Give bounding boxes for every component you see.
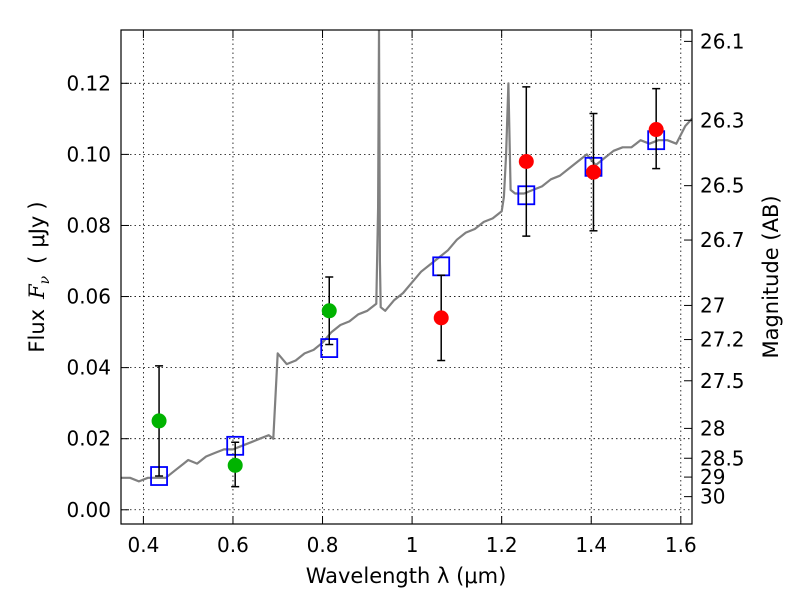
x-tick-label: 1.2 xyxy=(486,533,518,557)
x-tick-label: 0.6 xyxy=(217,533,249,557)
right-tick-label: 27.5 xyxy=(700,369,745,393)
observed-flux-point xyxy=(433,310,449,326)
y-tick-label: 0.02 xyxy=(66,427,111,451)
y-tick-label: 0.08 xyxy=(66,213,111,237)
x-tick-label: 1.6 xyxy=(665,533,697,557)
observed-flux-point xyxy=(227,457,243,473)
right-tick-label: 30 xyxy=(700,485,725,509)
right-tick-label: 28 xyxy=(700,416,725,440)
spectrum-line xyxy=(121,30,692,483)
y-tick-label: 0.10 xyxy=(66,142,111,166)
right-tick-label: 27.2 xyxy=(700,328,745,352)
y-axis-label: FluxFν(μJy) xyxy=(25,201,53,352)
x-tick-label: 1 xyxy=(406,533,419,557)
plot-frame xyxy=(120,29,693,525)
observed-flux-point xyxy=(151,413,167,429)
observed-flux-point xyxy=(321,303,337,319)
y-tick-label: 0.06 xyxy=(66,285,111,309)
right-tick-label: 26.5 xyxy=(700,174,745,198)
right-axis-label: Magnitude (AB) xyxy=(759,195,783,358)
observed-flux-point xyxy=(648,122,664,138)
plot-area xyxy=(121,30,692,488)
x-tick-label: 0.8 xyxy=(307,533,339,557)
x-tick-label: 1.4 xyxy=(575,533,607,557)
y-tick-label: 0.12 xyxy=(66,71,111,95)
right-tick-label: 29 xyxy=(700,465,725,489)
grid-lines xyxy=(121,30,692,524)
observed-flux-point xyxy=(585,164,601,180)
observed-flux-point xyxy=(518,153,534,169)
right-tick-label: 26.1 xyxy=(700,29,745,53)
right-tick-label: 28.5 xyxy=(700,446,745,470)
x-axis-label: Wavelength λ (μm) xyxy=(306,564,507,588)
x-tick-label: 0.4 xyxy=(127,533,159,557)
right-tick-label: 26.7 xyxy=(700,228,745,252)
axis-ticks: 0.4 0.6 0.8 1 1.2 1.4 1.6 0.00 0.02 0.04 0.06 0.08 0… xyxy=(66,29,744,557)
right-tick-label: 26.3 xyxy=(700,108,745,132)
y-tick-label: 0.04 xyxy=(66,356,111,380)
right-tick-label: 27 xyxy=(700,293,725,317)
y-tick-label: 0.00 xyxy=(66,498,111,522)
